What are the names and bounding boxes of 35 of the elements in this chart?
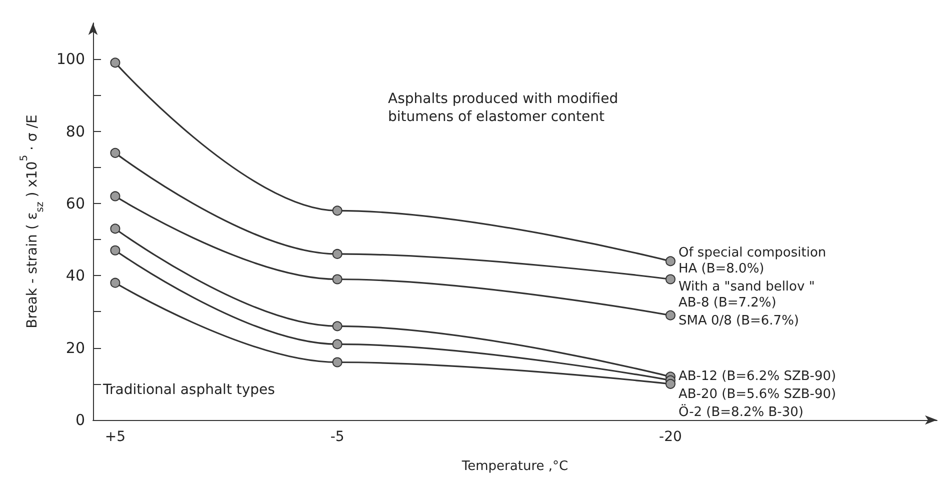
annotation: Asphalts produced with modified bitumens of elastomer content bbox=[388, 91, 618, 125]
y-tick-label: 100 bbox=[56, 50, 85, 68]
point bbox=[332, 357, 342, 368]
x-tick-label: -20 bbox=[659, 429, 682, 445]
series-label: AB-20 (B=5.6% SZB-90) bbox=[678, 387, 836, 402]
y-tick-label: 60 bbox=[66, 194, 85, 212]
point bbox=[665, 378, 676, 389]
x-axis-title: Temperature ,°C bbox=[460, 459, 568, 474]
point bbox=[665, 256, 676, 266]
point bbox=[110, 245, 120, 256]
x-tick-label: -5 bbox=[330, 429, 344, 445]
point bbox=[332, 274, 342, 284]
y-axis-title: Break - strain ( εsz ) x105 · σ /E bbox=[18, 114, 46, 328]
point bbox=[110, 278, 120, 288]
series-label: AB-12 (B=6.2% SZB-90) bbox=[678, 369, 836, 384]
point bbox=[332, 321, 342, 332]
y-tick-label: 80 bbox=[66, 122, 85, 140]
y-tick-label: 20 bbox=[66, 338, 85, 357]
series-label: With a "sand bellov " AB-8 (B=7.2%) bbox=[678, 280, 815, 311]
annotation: Traditional asphalt types bbox=[102, 382, 275, 398]
y-tick-label: 40 bbox=[66, 266, 85, 285]
point bbox=[110, 224, 120, 234]
point bbox=[110, 148, 120, 158]
point bbox=[332, 248, 342, 259]
point bbox=[110, 58, 120, 68]
point bbox=[332, 206, 342, 216]
series-label: SMA 0/8 (B=6.7%) bbox=[678, 314, 800, 329]
point bbox=[665, 310, 676, 320]
series-label: Of special composition HA (B=8.0%) bbox=[678, 246, 826, 277]
point bbox=[665, 274, 676, 284]
x-tick-label: +5 bbox=[104, 429, 126, 445]
series-label: Ö-2 (B=8.2% B-30) bbox=[678, 404, 804, 420]
y-tick-label: 0 bbox=[75, 411, 85, 429]
point bbox=[332, 339, 342, 350]
point bbox=[110, 191, 120, 202]
